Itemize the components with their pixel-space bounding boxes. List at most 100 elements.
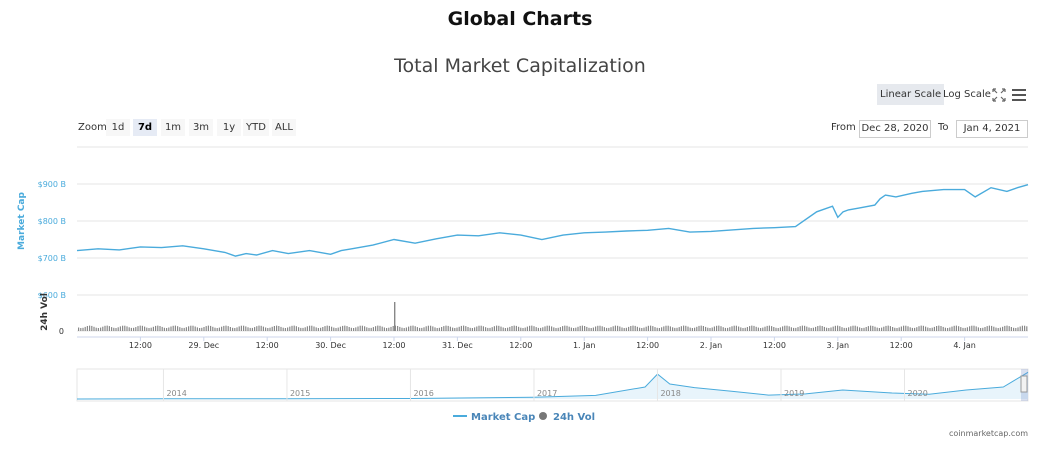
zoom-1y-button[interactable]: 1y <box>217 119 241 136</box>
volume-axis-title: 24h Vol <box>40 293 50 331</box>
volume-bar <box>953 325 955 331</box>
volume-bar <box>964 327 966 331</box>
volume-bar <box>84 326 86 331</box>
volume-bar <box>839 326 841 331</box>
volume-bar <box>293 325 295 331</box>
zoom-1m-button[interactable]: 1m <box>161 119 185 136</box>
volume-bar <box>201 327 203 331</box>
volume-bar <box>278 326 280 331</box>
volume-bar <box>377 325 379 331</box>
x-tick-label: 3. Jan <box>827 341 850 350</box>
volume-bar <box>914 327 916 331</box>
volume-bar <box>705 326 707 331</box>
legend-item-24h-vol[interactable]: 24h Vol <box>539 412 595 423</box>
volume-bar <box>317 328 319 331</box>
navigator-year-labels: 2014 2015 2016 2017 2018 2019 2020 <box>162 369 928 401</box>
y-axis-ticks: $900 B $800 B $700 B $600 B <box>38 180 66 300</box>
volume-bar <box>269 327 271 331</box>
volume-bar <box>854 325 856 331</box>
log-scale-button[interactable]: Log Scale <box>943 89 991 100</box>
volume-bar <box>126 326 128 331</box>
volume-bar <box>218 327 220 331</box>
navigator-handle[interactable] <box>1020 375 1028 393</box>
volume-bar <box>542 327 544 331</box>
volume-bar <box>951 326 953 331</box>
legend-label-market-cap: Market Cap <box>471 412 535 423</box>
volume-bar <box>740 327 742 331</box>
volume-axis-tick: 0 <box>59 327 64 336</box>
zoom-7d-button[interactable]: 7d <box>133 119 157 136</box>
volume-bar <box>427 325 429 331</box>
zoom-3m-button[interactable]: 3m <box>189 119 213 136</box>
volume-bar <box>419 327 421 331</box>
volume-bar <box>815 326 817 331</box>
volume-bar <box>355 327 357 331</box>
volume-bar <box>711 327 713 331</box>
legend-label-24h-vol: 24h Vol <box>553 412 595 423</box>
volume-bar <box>843 327 845 331</box>
volume-bar <box>889 326 891 331</box>
from-date-input[interactable]: Dec 28, 2020 <box>859 120 931 138</box>
volume-bar <box>639 327 641 331</box>
volume-bar <box>295 326 297 331</box>
volume-bar <box>894 327 896 331</box>
volume-bar <box>823 326 825 331</box>
volume-bar <box>562 326 564 331</box>
volume-bar <box>944 327 946 331</box>
volume-bar <box>247 327 249 331</box>
credit-link[interactable]: coinmarketcap.com <box>949 429 1028 438</box>
volume-bar <box>443 326 445 331</box>
volume-bar <box>966 327 968 331</box>
volume-bar <box>181 327 183 331</box>
volume-bar <box>172 325 174 331</box>
volume-bar <box>416 327 418 331</box>
volume-bar <box>161 326 163 331</box>
volume-bar <box>476 326 478 331</box>
hamburger-menu-icon[interactable] <box>1010 86 1028 104</box>
volume-bar <box>533 326 535 331</box>
zoom-1d-button[interactable]: 1d <box>106 119 130 136</box>
navigator[interactable]: 2014 2015 2016 2017 2018 2019 2020 <box>76 368 1029 402</box>
volume-bar <box>764 326 766 331</box>
to-date-input[interactable]: Jan 4, 2021 <box>956 120 1028 138</box>
volume-bar <box>280 326 282 331</box>
expand-icon[interactable] <box>990 86 1008 104</box>
volume-bar <box>841 327 843 331</box>
linear-scale-button[interactable]: Linear Scale <box>877 84 945 105</box>
volume-bar <box>727 327 729 331</box>
volume-bar <box>883 326 885 331</box>
volume-bar <box>819 325 821 331</box>
zoom-ytd-button[interactable]: YTD <box>243 119 269 136</box>
zoom-all-button[interactable]: ALL <box>272 119 296 136</box>
volume-bar <box>271 326 273 331</box>
volume-bar <box>168 327 170 331</box>
volume-bar <box>878 328 880 331</box>
volume-bar <box>986 326 988 331</box>
legend: Market Cap 24h Vol <box>453 412 595 423</box>
volume-bar <box>940 326 942 331</box>
legend-item-market-cap[interactable]: Market Cap <box>453 412 535 423</box>
volume-bar <box>221 326 223 331</box>
volume-bar <box>779 327 781 331</box>
volume-bar <box>236 327 238 331</box>
volume-bar <box>342 325 344 331</box>
volume-bar <box>128 327 130 331</box>
volume-bar <box>478 325 480 331</box>
volume-bar <box>564 325 566 331</box>
volume-bar <box>251 327 253 331</box>
volume-bar <box>834 325 836 331</box>
volume-bar <box>804 325 806 331</box>
volume-bar <box>1002 326 1004 331</box>
volume-bar <box>119 326 121 331</box>
volume-bar <box>166 328 168 331</box>
volume-bar <box>1010 327 1012 331</box>
volume-bar <box>610 327 612 331</box>
volume-bar <box>656 327 658 331</box>
volume-bar <box>553 327 555 331</box>
volume-bar <box>515 325 517 331</box>
x-tick-label: 31. Dec <box>442 341 473 350</box>
x-tick-label: 29. Dec <box>188 341 219 350</box>
volume-bar <box>757 327 759 331</box>
volume-bar <box>680 326 682 331</box>
